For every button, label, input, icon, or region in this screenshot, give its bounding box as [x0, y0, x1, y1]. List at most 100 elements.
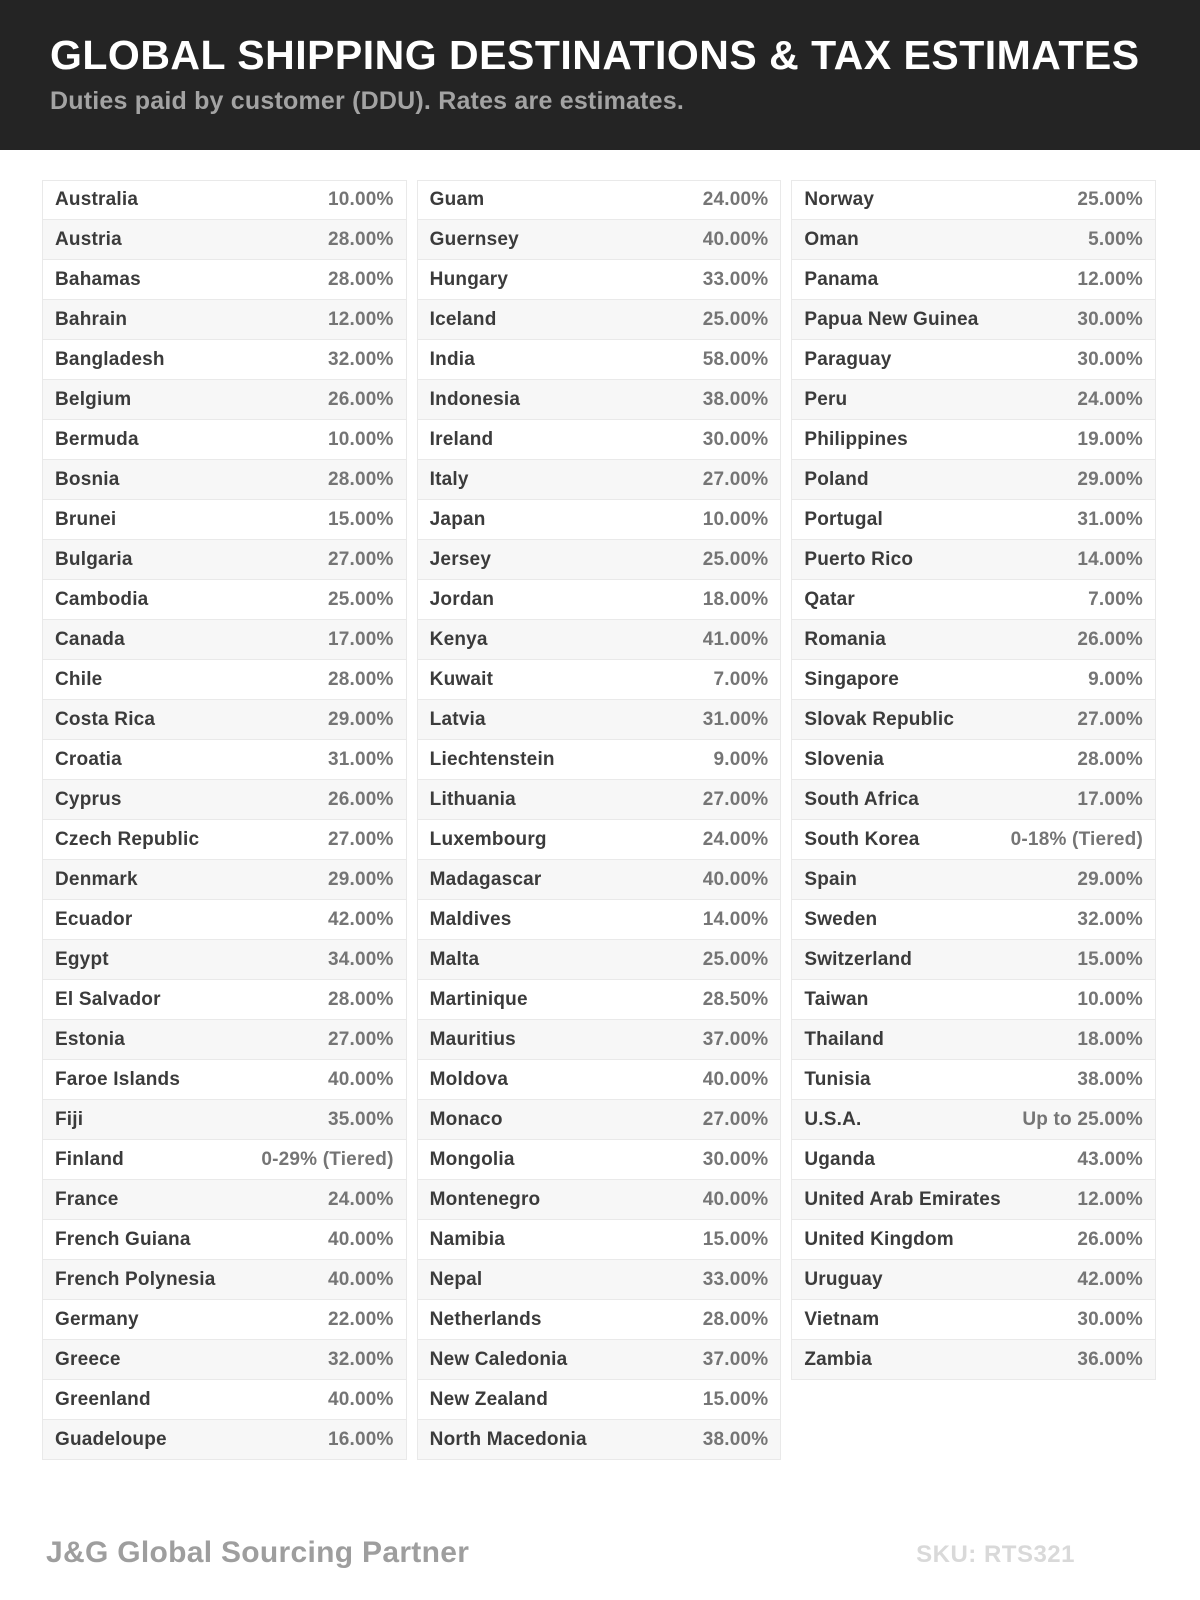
table-row: Martinique 28.50%: [416, 980, 782, 1020]
country-name: Spain: [804, 868, 858, 890]
rate-value: 15.00%: [1077, 948, 1143, 970]
rate-value: 0-18% (Tiered): [1010, 828, 1143, 850]
table-row: Taiwan 10.00%: [791, 980, 1156, 1020]
rate-value: 33.00%: [702, 268, 769, 290]
rate-value: 30.00%: [702, 428, 769, 450]
table-row: New Caledonia 37.00%: [416, 1340, 782, 1380]
table-row: Montenegro 40.00%: [416, 1180, 782, 1220]
rate-value: 29.00%: [1077, 868, 1143, 890]
table-row: Kenya 41.00%: [416, 620, 782, 660]
country-name: Norway: [804, 189, 875, 210]
country-name: Maldives: [429, 908, 512, 930]
country-name: New Caledonia: [429, 1348, 568, 1370]
rate-value: 24.00%: [1077, 388, 1143, 410]
rate-value: 30.00%: [1077, 1308, 1143, 1330]
page-title: GLOBAL SHIPPING DESTINATIONS & TAX ESTIM…: [50, 32, 1140, 78]
country-name: Portugal: [804, 508, 883, 530]
rate-value: 12.00%: [1077, 268, 1143, 290]
country-name: Brunei: [55, 508, 117, 530]
rate-value: 10.00%: [702, 508, 769, 530]
country-name: Denmark: [55, 868, 138, 890]
table-row: Chile 28.00%: [42, 660, 407, 700]
rate-value: 32.00%: [328, 1348, 394, 1370]
country-name: Romania: [804, 628, 886, 650]
rate-value: 25.00%: [702, 948, 769, 970]
table-row: Thailand 18.00%: [791, 1020, 1156, 1060]
country-name: Estonia: [55, 1028, 126, 1050]
rate-value: 43.00%: [1077, 1148, 1143, 1170]
table-row: Kuwait 7.00%: [416, 660, 782, 700]
table-row: Spain 29.00%: [791, 860, 1156, 900]
rate-value: 16.00%: [328, 1428, 394, 1450]
page-subtitle: Duties paid by customer (DDU). Rates are…: [50, 87, 685, 116]
rate-value: 40.00%: [702, 1188, 769, 1210]
rate-value: 32.00%: [328, 348, 394, 370]
table-row: Australia 10.00%: [42, 180, 407, 220]
table-row: Peru 24.00%: [791, 380, 1156, 420]
country-name: Croatia: [55, 748, 122, 770]
table-row: Costa Rica 29.00%: [42, 700, 407, 740]
rate-grid: Australia 10.00% Austria 28.00% Bahamas 28.00…: [42, 180, 1156, 1460]
rate-value: 12.00%: [328, 308, 394, 330]
table-row: Netherlands 28.00%: [416, 1300, 782, 1340]
rate-value: 40.00%: [328, 1068, 394, 1090]
country-name: Chile: [55, 668, 103, 690]
rate-value: 25.00%: [1077, 189, 1143, 210]
table-row: Mongolia 30.00%: [416, 1140, 782, 1180]
country-name: Uganda: [804, 1148, 876, 1170]
table-row: Bangladesh 32.00%: [42, 340, 407, 380]
rate-value: 27.00%: [328, 828, 394, 850]
rate-value: 29.00%: [328, 868, 394, 890]
rate-value: 29.00%: [1077, 468, 1143, 490]
table-row: Japan 10.00%: [416, 500, 782, 540]
table-row: Switzerland 15.00%: [791, 940, 1156, 980]
rate-value: 40.00%: [328, 1268, 394, 1290]
rate-value: 24.00%: [702, 189, 769, 210]
country-name: Taiwan: [804, 988, 869, 1010]
country-name: Panama: [804, 268, 879, 290]
table-row: Czech Republic 27.00%: [42, 820, 407, 860]
country-name: Tunisia: [804, 1068, 871, 1090]
rate-value: 31.00%: [1077, 508, 1143, 530]
table-row: Paraguay 30.00%: [791, 340, 1156, 380]
rate-value: 17.00%: [1077, 788, 1143, 810]
country-name: Austria: [55, 228, 122, 250]
country-name: U.S.A.: [804, 1108, 862, 1130]
country-name: France: [55, 1188, 119, 1210]
table-row: France 24.00%: [42, 1180, 407, 1220]
country-name: Bulgaria: [55, 548, 133, 570]
table-row: Ireland 30.00%: [416, 420, 782, 460]
country-name: Montenegro: [429, 1188, 541, 1210]
country-name: Finland: [55, 1148, 124, 1170]
table-row: Italy 27.00%: [416, 460, 782, 500]
rate-value: 33.00%: [702, 1268, 769, 1290]
country-name: Cyprus: [55, 788, 122, 810]
rate-value: 25.00%: [328, 588, 394, 610]
table-row: Indonesia 38.00%: [416, 380, 782, 420]
country-name: Thailand: [804, 1028, 885, 1050]
rate-value: 40.00%: [702, 1068, 769, 1090]
country-name: Mauritius: [429, 1028, 516, 1050]
country-name: French Polynesia: [55, 1268, 216, 1290]
rate-column: Norway 25.00% Oman 5.00% Panama 12.00% Papua N…: [791, 180, 1156, 1380]
rate-value: 22.00%: [328, 1308, 394, 1330]
table-row: Guadeloupe 16.00%: [42, 1420, 407, 1460]
table-row: Sweden 32.00%: [791, 900, 1156, 940]
country-name: Vietnam: [804, 1308, 880, 1330]
country-name: Iceland: [429, 308, 497, 330]
country-name: Monaco: [429, 1108, 503, 1130]
table-row: Greenland 40.00%: [42, 1380, 407, 1420]
country-name: Kuwait: [429, 668, 494, 690]
rate-value: 25.00%: [702, 308, 769, 330]
rate-value: 32.00%: [1077, 908, 1143, 930]
table-row: Poland 29.00%: [791, 460, 1156, 500]
table-row: Latvia 31.00%: [416, 700, 782, 740]
table-row: Bulgaria 27.00%: [42, 540, 407, 580]
country-name: Nepal: [429, 1268, 483, 1290]
country-name: Faroe Islands: [55, 1068, 181, 1090]
country-name: Kenya: [429, 628, 488, 650]
table-row: Moldova 40.00%: [416, 1060, 782, 1100]
table-row: Maldives 14.00%: [416, 900, 782, 940]
rate-value: 42.00%: [1077, 1268, 1143, 1290]
country-name: Zambia: [804, 1348, 873, 1370]
